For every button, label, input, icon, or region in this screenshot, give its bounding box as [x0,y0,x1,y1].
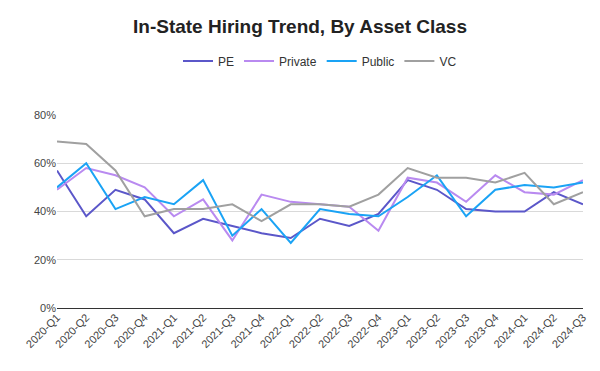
svg-text:2020-Q1: 2020-Q1 [24,311,63,350]
svg-text:2022-Q2: 2022-Q2 [287,311,326,350]
svg-text:2023-Q3: 2023-Q3 [433,311,472,350]
svg-text:40%: 40% [34,205,56,217]
svg-text:Public: Public [362,55,395,69]
svg-text:PE: PE [218,55,234,69]
svg-text:2024-Q3: 2024-Q3 [550,311,589,350]
svg-text:2021-Q4: 2021-Q4 [228,311,267,350]
svg-text:0%: 0% [40,302,56,314]
svg-text:2023-Q1: 2023-Q1 [374,311,413,350]
svg-text:2023-Q4: 2023-Q4 [462,311,501,350]
svg-text:2020-Q3: 2020-Q3 [82,311,121,350]
svg-text:2022-Q3: 2022-Q3 [316,311,355,350]
svg-text:2023-Q2: 2023-Q2 [403,311,442,350]
svg-text:2021-Q2: 2021-Q2 [170,311,209,350]
svg-text:VC: VC [439,55,456,69]
svg-text:2021-Q3: 2021-Q3 [199,311,238,350]
svg-text:2020-Q4: 2020-Q4 [111,311,150,350]
svg-text:2020-Q2: 2020-Q2 [53,311,92,350]
svg-text:60%: 60% [34,157,56,169]
svg-text:2022-Q4: 2022-Q4 [345,311,384,350]
svg-text:20%: 20% [34,254,56,266]
svg-text:In-State Hiring Trend, By Asse: In-State Hiring Trend, By Asset Class [133,16,467,37]
svg-text:2022-Q1: 2022-Q1 [257,311,296,350]
svg-text:2021-Q1: 2021-Q1 [140,311,179,350]
svg-text:Private: Private [279,55,317,69]
svg-text:2024-Q2: 2024-Q2 [520,311,559,350]
svg-text:2024-Q1: 2024-Q1 [491,311,530,350]
svg-text:80%: 80% [34,109,56,121]
